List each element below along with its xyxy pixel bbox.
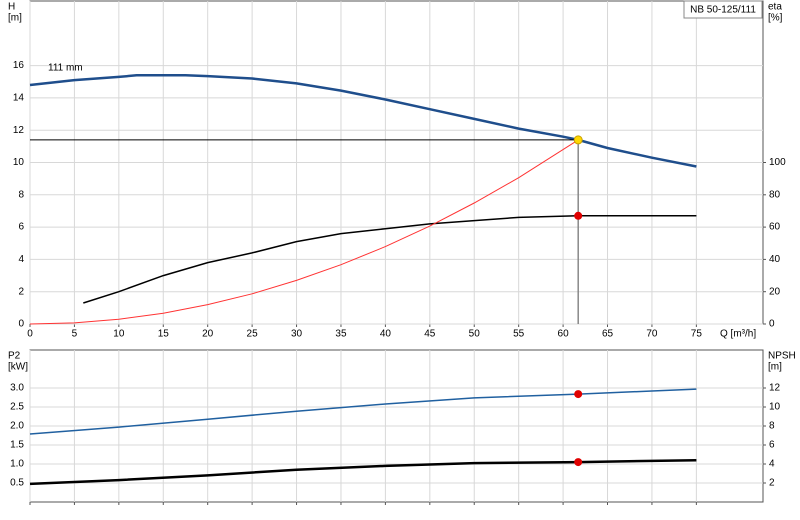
y2-tick-label: 100: [769, 157, 786, 168]
y-tick-label: 2.0: [10, 421, 24, 432]
x-tick-label: 65: [602, 329, 614, 340]
y-axis-label: P2: [8, 351, 21, 362]
x-tick-label: 10: [113, 329, 125, 340]
y2-tick-label: 20: [769, 286, 781, 297]
series-line: [83, 215, 697, 304]
y-tick-label: 1.5: [10, 440, 24, 451]
x-tick-label: 25: [247, 329, 259, 340]
y-tick-label: 3.0: [10, 383, 24, 394]
x-tick-label: 20: [202, 329, 214, 340]
x-axis-label: Q [m³/h]: [720, 329, 756, 340]
y-tick-label: 6: [18, 222, 24, 233]
x-tick-label: 75: [691, 329, 703, 340]
x-tick-label: 30: [291, 329, 303, 340]
model-box: [683, 0, 763, 19]
y2-tick-label: 60: [769, 222, 781, 233]
x-tick-label: 40: [380, 329, 392, 340]
x-tick-label: 35: [335, 329, 347, 340]
operating-point: [574, 211, 583, 220]
y2-tick-label: 8: [769, 421, 775, 432]
y-tick-label: 16: [13, 60, 25, 71]
y-tick-label: 14: [13, 93, 25, 104]
model-label: NB 50-125/111: [690, 5, 756, 16]
series-line: [29, 458, 697, 486]
y-tick-label: 12: [13, 125, 25, 136]
y2-tick-label: 10: [769, 402, 781, 413]
y-tick-label: 1.0: [10, 459, 24, 470]
y-axis-unit: [m]: [8, 13, 22, 24]
x-tick-label: 45: [424, 329, 436, 340]
x-tick-label: 5: [72, 329, 78, 340]
y2-tick-label: 2: [769, 478, 775, 489]
y2-axis-label: eta: [768, 2, 782, 13]
y2-axis-label: NPSH: [768, 351, 796, 362]
y2-axis-unit: [m]: [768, 362, 782, 373]
x-tick-label: 0: [27, 329, 33, 340]
operating-point: [573, 135, 583, 145]
y-tick-label: 0: [18, 319, 24, 330]
y-tick-label: 8: [18, 189, 24, 200]
x-tick-label: 55: [513, 329, 525, 340]
y2-tick-label: 0: [769, 319, 775, 330]
x-tick-label: 15: [158, 329, 170, 340]
y-tick-label: 10: [13, 157, 25, 168]
y-tick-label: 4: [18, 254, 24, 265]
y-tick-label: 2: [18, 286, 24, 297]
y2-tick-label: 6: [769, 440, 775, 451]
y-axis-unit: [kW]: [8, 362, 28, 373]
x-tick-label: 50: [469, 329, 481, 340]
y2-tick-label: 4: [769, 459, 775, 470]
y-axis-label: H: [8, 2, 15, 13]
curve-annotation: 111 mm: [48, 63, 83, 74]
x-tick-label: 70: [646, 329, 658, 340]
y2-axis-unit: [%]: [768, 13, 783, 24]
operating-point: [574, 390, 583, 399]
y-tick-label: 0.5: [10, 478, 24, 489]
series-line: [29, 74, 697, 168]
series-line: [29, 139, 579, 325]
x-tick-label: 60: [558, 329, 570, 340]
y-tick-label: 2.5: [10, 402, 24, 413]
y2-tick-label: 40: [769, 254, 781, 265]
operating-point: [574, 458, 583, 467]
y2-tick-label: 12: [769, 383, 781, 394]
y2-tick-label: 80: [769, 189, 781, 200]
series-line: [29, 388, 697, 435]
